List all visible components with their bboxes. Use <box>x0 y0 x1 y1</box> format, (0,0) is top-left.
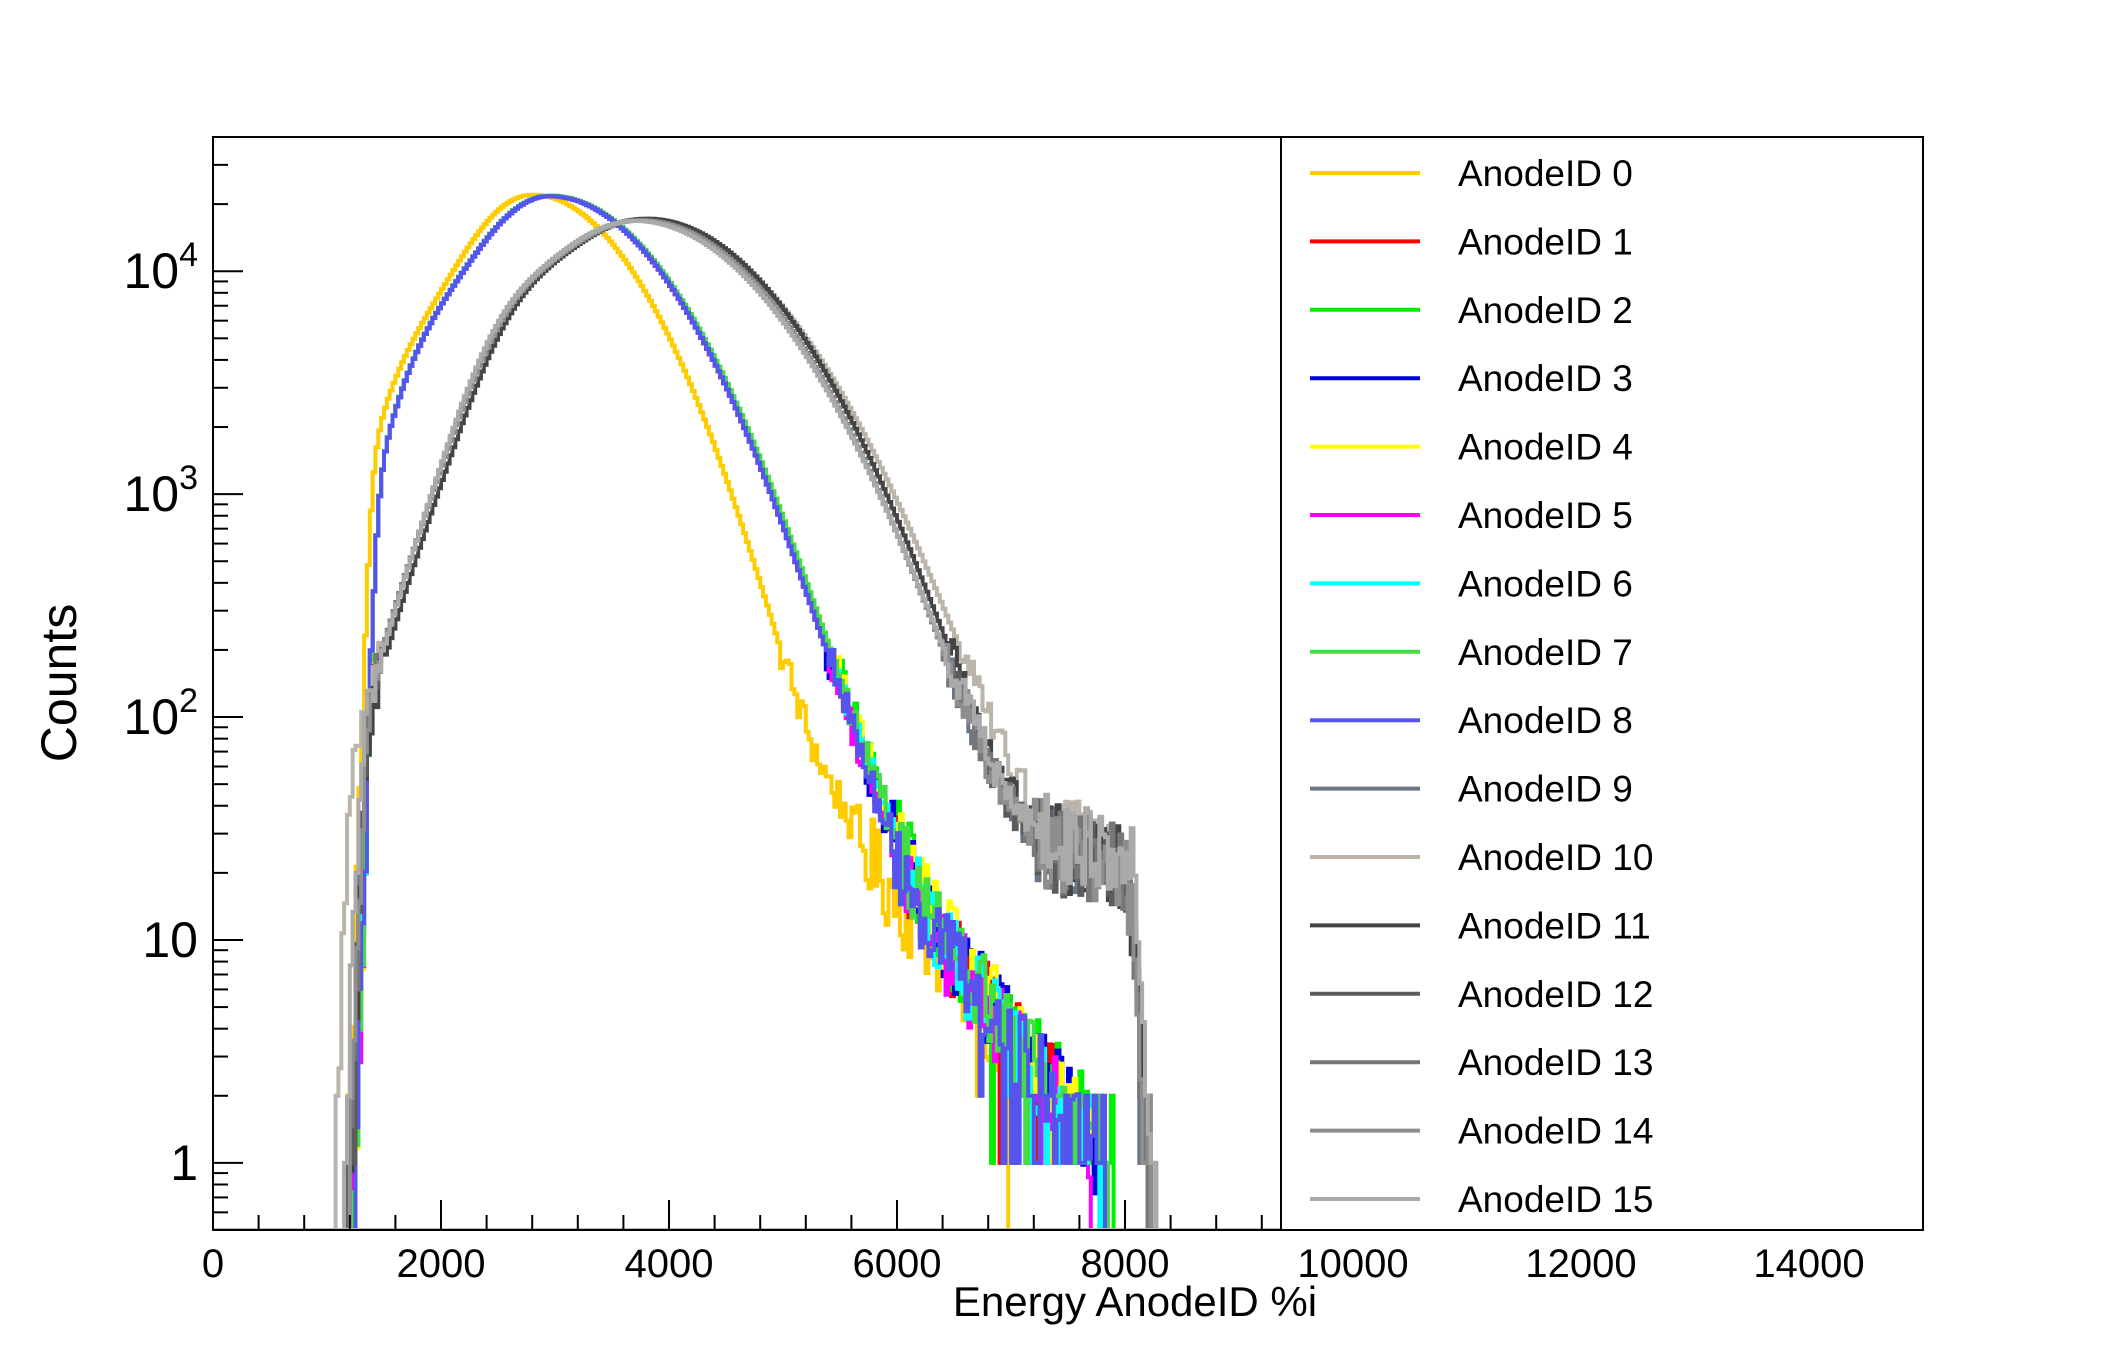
legend-label-anodeid-1: AnodeID 1 <box>1458 221 1633 262</box>
series-layer <box>213 192 1923 1230</box>
series-line-anodeid-8 <box>353 194 1107 1230</box>
x-tick-label: 14000 <box>1753 1242 1864 1286</box>
y-tick-label: 104 <box>123 236 198 299</box>
x-tick-label: 4000 <box>625 1242 714 1286</box>
legend: AnodeID 0 AnodeID 1 AnodeID 2 AnodeID 3 Anod… <box>1280 136 1924 1231</box>
x-tick-label: 10000 <box>1297 1242 1408 1286</box>
legend-label-anodeid-10: AnodeID 10 <box>1458 837 1653 878</box>
x-tick-label: 12000 <box>1525 1242 1636 1286</box>
x-tick-label: 8000 <box>1081 1242 1170 1286</box>
legend-label-anodeid-9: AnodeID 9 <box>1458 769 1633 810</box>
y-tick-label: 103 <box>123 459 198 522</box>
axis-layer: 0 2000 4000 6000 8000 10000 12000 14000 1 10 102 10… <box>123 136 1902 1286</box>
legend-label-anodeid-6: AnodeID 6 <box>1458 563 1633 604</box>
x-tick-label: 2000 <box>397 1242 486 1286</box>
legend-label-anodeid-14: AnodeID 14 <box>1458 1111 1653 1152</box>
legend-label-anodeid-2: AnodeID 2 <box>1458 290 1633 331</box>
legend-box <box>1280 136 1924 1231</box>
y-tick-label: 1 <box>170 1135 198 1191</box>
legend-label-anodeid-3: AnodeID 3 <box>1458 358 1633 399</box>
series-line-anodeid-15 <box>342 218 1159 1230</box>
legend-label-anodeid-11: AnodeID 11 <box>1458 905 1651 946</box>
y-tick-label: 102 <box>123 682 198 745</box>
legend-label-anodeid-8: AnodeID 8 <box>1458 700 1633 741</box>
legend-label-anodeid-0: AnodeID 0 <box>1458 153 1633 194</box>
x-tick-label: 6000 <box>853 1242 942 1286</box>
x-tick-label: 0 <box>202 1242 224 1286</box>
x-axis-title: Energy AnodeID %i <box>953 1278 1317 1325</box>
legend-label-anodeid-7: AnodeID 7 <box>1458 632 1633 673</box>
legend-label-anodeid-4: AnodeID 4 <box>1458 427 1633 468</box>
y-axis-title: Counts <box>31 604 87 762</box>
legend-label-anodeid-5: AnodeID 5 <box>1458 495 1633 536</box>
legend-label-anodeid-13: AnodeID 13 <box>1458 1042 1653 1083</box>
legend-label-anodeid-12: AnodeID 12 <box>1458 974 1653 1015</box>
y-tick-label: 10 <box>142 912 198 968</box>
legend-label-anodeid-15: AnodeID 15 <box>1458 1179 1653 1220</box>
